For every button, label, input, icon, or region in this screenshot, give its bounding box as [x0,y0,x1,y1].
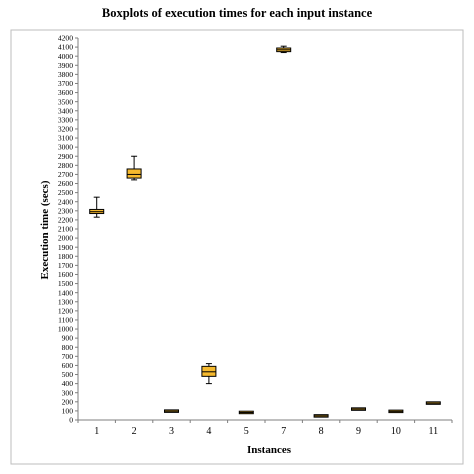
x-tick-label: 1 [94,426,99,437]
box-instance-4 [201,363,217,385]
y-tick-label: 3200 [58,125,73,134]
y-tick-label: 1000 [58,325,73,334]
x-tick-label: 11 [428,426,438,437]
x-tick-label: 8 [319,426,324,437]
y-tick-label: 0 [69,416,73,425]
y-tick-label: 500 [62,370,74,379]
box-instance-8 [313,414,329,418]
box-instance-9 [351,407,366,411]
y-tick-label: 600 [62,361,74,370]
y-tick-label: 2100 [58,225,73,234]
y-tick-label: 2900 [58,152,73,161]
y-tick-label: 3500 [58,97,73,106]
x-tick-label: 10 [391,426,401,437]
y-tick-label: 2800 [58,161,73,170]
y-tick-label: 1100 [58,316,73,325]
y-axis-title: Execution time (secs) [39,180,51,279]
y-tick-label: 3300 [58,115,73,124]
y-tick-label: 1800 [58,252,73,261]
x-tick-label: 2 [132,426,137,437]
y-tick-label: 2300 [58,206,73,215]
y-tick-label: 4100 [58,43,73,52]
box-instance-1 [89,196,105,218]
box-instance-7 [276,45,292,54]
y-tick-label: 2000 [58,234,73,243]
y-tick-label: 4200 [58,34,73,43]
y-tick-label: 3100 [58,134,73,143]
y-tick-label: 3700 [58,79,73,88]
y-tick-label: 1700 [58,261,73,270]
x-axis-ticks: 1 2 3 4 5 7 8 9 10 11 [77,420,453,437]
y-tick-label: 1200 [58,306,73,315]
y-tick-label: 3900 [58,61,73,70]
x-axis-title: Instances [247,444,292,456]
y-tick-label: 3400 [58,106,73,115]
y-tick-label: 1600 [58,270,73,279]
y-tick-label: 900 [62,334,74,343]
box-instance-2 [126,155,142,181]
chart-title: Boxplots of execution times for each inp… [102,6,373,20]
box-instance-3 [164,409,179,413]
y-tick-label: 1400 [58,288,73,297]
box-instance-10 [388,409,404,414]
x-tick-label: 3 [169,426,174,437]
y-axis-ticks: 0100200300400500600700800900100011001200… [58,34,78,425]
y-tick-label: 400 [62,379,74,388]
x-tick-label: 4 [206,426,211,437]
y-tick-label: 1500 [58,279,73,288]
y-tick-label: 2500 [58,188,73,197]
y-tick-label: 2600 [58,179,73,188]
box-iqr [126,168,142,179]
chart-frame [10,29,464,465]
y-tick-label: 1900 [58,243,73,252]
y-tick-label: 3800 [58,70,73,79]
box-instance-5 [238,410,254,415]
y-tick-label: 2200 [58,216,73,225]
x-tick-label: 7 [281,426,286,437]
y-tick-label: 100 [62,407,74,416]
y-tick-label: 800 [62,343,74,352]
x-tick-label: 9 [356,426,361,437]
y-tick-label: 4000 [58,52,73,61]
y-tick-label: 3600 [58,88,73,97]
y-tick-label: 2700 [58,170,73,179]
y-tick-label: 1300 [58,297,73,306]
x-tick-label: 5 [244,426,249,437]
y-tick-label: 2400 [58,197,73,206]
boxes-layer [89,45,441,418]
y-tick-label: 700 [62,352,74,361]
y-tick-label: 300 [62,388,74,397]
y-tick-label: 200 [62,397,74,406]
y-tick-label: 3000 [58,143,73,152]
box-instance-11 [425,401,441,405]
